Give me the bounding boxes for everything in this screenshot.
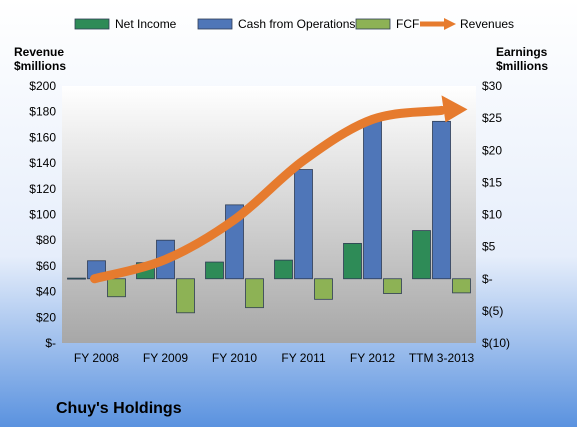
bar-fcf: [107, 278, 126, 298]
right-tick-label: $(10): [482, 336, 510, 350]
legend-swatch-net-income: [74, 18, 110, 30]
left-tick-label: $80: [36, 233, 56, 247]
bar-fcf: [245, 278, 264, 309]
x-tick-label: TTM 3-2013: [409, 351, 475, 365]
left-tick-label: $180: [29, 105, 56, 119]
right-tick-label: $(5): [482, 304, 503, 318]
right-tick-label: $-: [482, 272, 493, 286]
right-axis-label-line2: $millions: [496, 59, 548, 73]
left-tick-label: $160: [29, 130, 56, 144]
x-tick-label: FY 2011: [281, 351, 326, 365]
left-tick-label: $100: [29, 208, 56, 222]
right-axis-ticks: $(10) $(5) $- $5 $10 $15 $20 $25 $30: [482, 79, 510, 350]
chart-title: Chuy's Holdings: [56, 400, 182, 417]
legend-label: FCF: [396, 17, 419, 31]
bar-net-income: [343, 243, 362, 280]
bar-net-income: [67, 277, 86, 280]
right-axis-label-line1: Earnings: [496, 45, 548, 59]
legend-label: Revenues: [460, 17, 514, 31]
legend-swatch-cash-from-operations: [197, 18, 233, 30]
bar-net-income: [205, 261, 224, 280]
revenue-point: [302, 159, 305, 163]
left-tick-label: $40: [36, 285, 56, 299]
left-tick-label: $140: [29, 156, 56, 170]
bar-cash-from-operations: [294, 169, 313, 280]
x-tick-label: FY 2012: [350, 351, 395, 365]
revenue-point: [164, 257, 167, 261]
x-tick-label: FY 2010: [212, 351, 257, 365]
left-tick-label: $60: [36, 259, 56, 273]
legend-arrowhead: [444, 18, 456, 30]
bar-net-income: [412, 230, 431, 280]
left-tick-label: $20: [36, 310, 56, 324]
left-tick-label: $200: [29, 79, 56, 93]
left-axis-label-line1: Revenue: [14, 45, 64, 59]
legend-label: Net Income: [115, 17, 177, 31]
left-tick-label: $-: [45, 336, 56, 350]
x-tick-label: FY 2009: [143, 351, 188, 365]
revenue-point: [440, 108, 443, 112]
bar-cash-from-operations: [363, 120, 382, 280]
plot-area: [62, 86, 476, 343]
x-axis-labels: FY 2008 FY 2009 FY 2010 FY 2011 FY 2012 TTM 3…: [74, 351, 475, 365]
bar-fcf: [383, 278, 402, 294]
left-axis-ticks: $- $20 $40 $60 $80 $100 $120 $140 $160 $180 $200: [29, 79, 56, 350]
left-axis-label-line2: $millions: [14, 59, 66, 73]
right-tick-label: $25: [482, 111, 502, 125]
revenue-point: [233, 218, 236, 222]
legend-label: Cash from Operations: [238, 17, 355, 31]
bars-group: [67, 120, 471, 314]
bar-fcf: [176, 278, 195, 314]
revenue-arrowhead: [441, 95, 468, 123]
x-tick-label: FY 2008: [74, 351, 119, 365]
right-tick-label: $30: [482, 79, 502, 93]
right-tick-label: $5: [482, 240, 496, 254]
legend-swatch-fcf: [355, 18, 391, 30]
right-tick-label: $15: [482, 175, 502, 189]
revenue-line: [90, 105, 446, 284]
right-tick-label: $10: [482, 208, 502, 222]
left-tick-label: $120: [29, 182, 56, 196]
bar-cash-from-operations: [432, 120, 451, 280]
right-tick-label: $20: [482, 143, 502, 157]
revenue-point: [95, 277, 98, 281]
bar-fcf: [314, 278, 333, 300]
bar-fcf: [452, 278, 471, 294]
revenue-arrow-group: [90, 95, 468, 284]
revenue-point: [371, 117, 374, 121]
legend: Net Income Cash from Operations FCF Revenue…: [74, 17, 514, 31]
bar-net-income: [274, 259, 293, 280]
